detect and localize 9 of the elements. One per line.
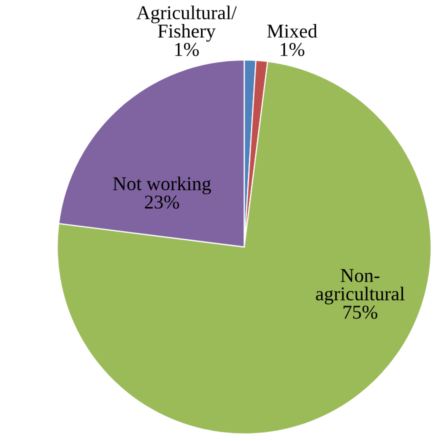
slice-label: Agricultural/Fishery xyxy=(136,6,237,42)
slice-label: Not working xyxy=(113,176,211,194)
slice-label: Non-agricultural xyxy=(316,269,405,304)
data-label: 75% xyxy=(344,306,378,319)
pie-slice xyxy=(56,60,432,434)
data-label: 23% xyxy=(144,196,180,209)
data-label: 1% xyxy=(175,42,199,56)
slice-label: Mixed xyxy=(267,24,318,38)
data-label: 1% xyxy=(280,42,304,56)
